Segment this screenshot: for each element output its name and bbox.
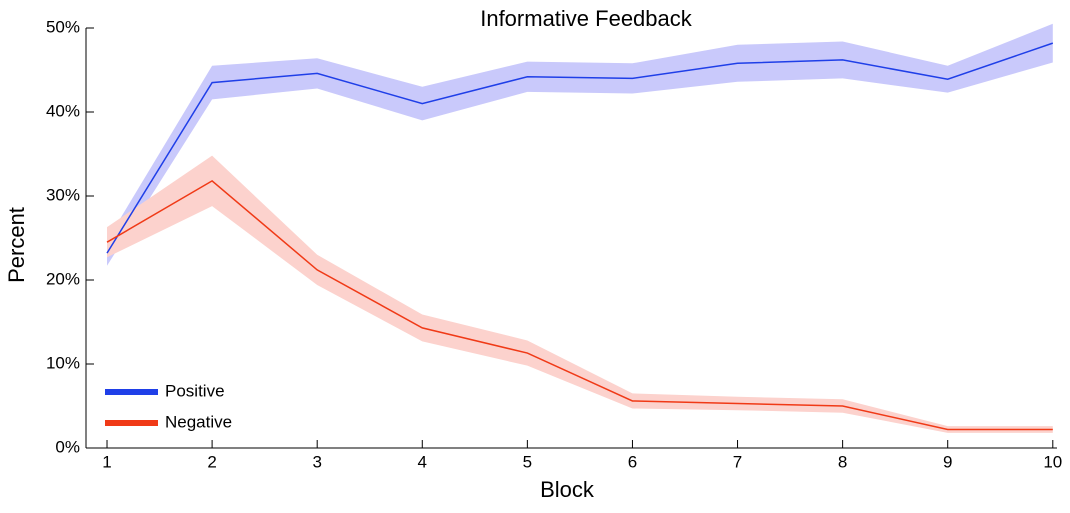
y-axis-label: Percent bbox=[4, 207, 29, 283]
x-tick-label: 2 bbox=[207, 452, 216, 471]
x-tick-label: 6 bbox=[628, 452, 637, 471]
x-tick-label: 7 bbox=[733, 452, 742, 471]
y-tick-label: 40% bbox=[46, 101, 80, 120]
x-tick-label: 4 bbox=[418, 452, 427, 471]
y-tick-label: 20% bbox=[46, 269, 80, 288]
x-tick-label: 9 bbox=[943, 452, 952, 471]
y-tick-label: 50% bbox=[46, 17, 80, 36]
x-tick-label: 5 bbox=[523, 452, 532, 471]
legend-label: Negative bbox=[165, 412, 232, 431]
y-tick-label: 30% bbox=[46, 185, 80, 204]
series-line bbox=[106, 179, 1053, 431]
x-tick-label: 3 bbox=[312, 452, 321, 471]
legend-label: Positive bbox=[165, 381, 225, 400]
x-axis-label: Block bbox=[540, 477, 595, 502]
error-band bbox=[107, 155, 1053, 433]
x-tick-label: 8 bbox=[838, 452, 847, 471]
x-tick-label: 1 bbox=[102, 452, 111, 471]
series-line bbox=[106, 42, 1054, 254]
y-tick-label: 0% bbox=[55, 437, 80, 456]
y-tick-label: 10% bbox=[46, 353, 80, 372]
x-tick-label: 10 bbox=[1043, 452, 1062, 471]
chart-title: Informative Feedback bbox=[480, 6, 693, 31]
error-band bbox=[107, 23, 1053, 266]
